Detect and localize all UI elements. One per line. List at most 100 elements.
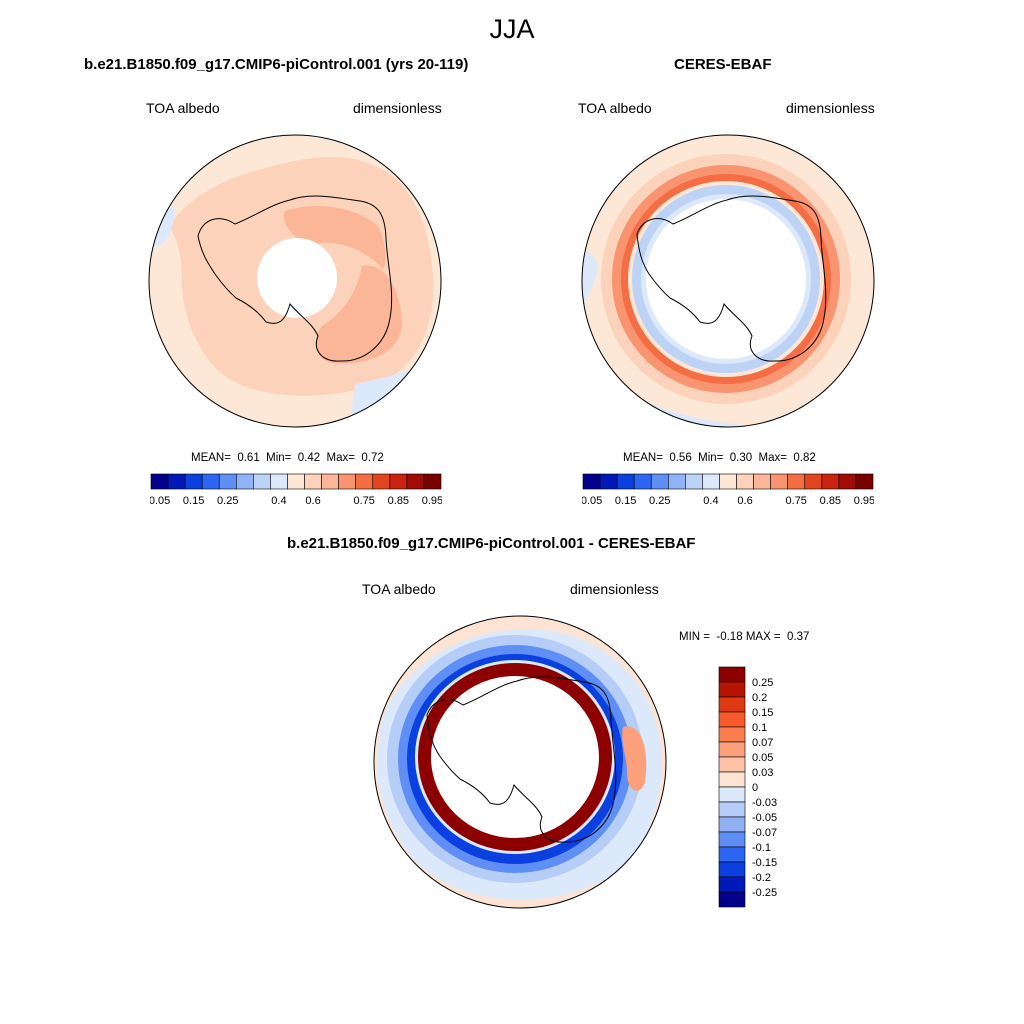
panel-1-antarctica-outline <box>197 195 393 362</box>
colorbar-tick-label: 0.75 <box>786 495 807 507</box>
colorbar-tick-label: 0.05 <box>752 752 773 764</box>
colorbar-tick-label: 0.6 <box>737 495 752 507</box>
colorbar-swatch <box>718 756 746 773</box>
panel-2-low-contour-a <box>582 250 598 311</box>
mean-label: MEAN= <box>623 452 663 464</box>
colorbar-swatch <box>736 473 754 490</box>
colorbar-swatch <box>718 786 746 803</box>
colorbar-swatch <box>753 473 771 490</box>
panel-1-high-contour-b <box>315 265 402 364</box>
colorbar-tick-label: 0.85 <box>820 495 841 507</box>
colorbar-tick-label: 0.03 <box>752 767 773 779</box>
colorbar-swatch <box>821 473 840 490</box>
panel-1-title: b.e21.B1850.f09_g17.CMIP6-piControl.001 … <box>84 56 469 73</box>
min-value: 0.30 <box>729 452 753 464</box>
colorbar-tick-label: 0.2 <box>752 692 767 704</box>
min-value: 0.42 <box>297 452 321 464</box>
panel-3-title: b.e21.B1850.f09_g17.CMIP6-piControl.001 … <box>287 535 696 552</box>
colorbar-swatch <box>582 473 601 490</box>
colorbar-tick-label: 0.25 <box>752 677 773 689</box>
colorbar-swatch <box>718 846 746 863</box>
colorbar-swatch <box>372 473 391 490</box>
max-label: Max= <box>758 452 787 464</box>
colorbar-swatch <box>718 666 746 683</box>
panel-2-map-border <box>581 134 875 428</box>
colorbar-swatch <box>718 891 746 908</box>
colorbar-tick-label: 0.07 <box>752 737 773 749</box>
panel-1-polar-map <box>148 134 442 428</box>
mean-value: 0.61 <box>237 452 260 464</box>
panel-1-statistics: MEAN= 0.61 Min= 0.42 Max= 0.72 <box>191 452 384 464</box>
colorbar-swatch <box>718 726 746 743</box>
colorbar-swatch <box>321 473 339 490</box>
colorbar-swatch <box>718 696 746 713</box>
colorbar-tick-label: 0.95 <box>854 495 874 507</box>
panel-3-antarctica-outline <box>426 676 617 843</box>
colorbar-swatch <box>150 473 169 490</box>
colorbar-tick-label: -0.15 <box>752 857 777 869</box>
colorbar-tick-label: 0.1 <box>752 722 767 734</box>
colorbar-swatch <box>718 771 746 788</box>
max-label: Max= <box>326 452 355 464</box>
panel-2-polar-map <box>581 134 875 428</box>
colorbar-tick-label: -0.2 <box>752 872 771 884</box>
min-value: -0.18 <box>716 631 743 643</box>
colorbar-tick-label: 0 <box>752 782 758 794</box>
colorbar-swatch <box>355 473 374 490</box>
panel-1-variable-label: TOA albedo <box>146 100 220 116</box>
figure-title: JJA <box>489 14 535 44</box>
max-value: 0.37 <box>787 631 810 643</box>
panel-3-colorbar: 0.25 0.2 0.15 0.1 0.07 0.05 0.03 0 -0.03 -0.05 -0.… <box>718 666 777 908</box>
max-value: 0.82 <box>793 452 816 464</box>
colorbar-tick-label: 0.85 <box>388 495 409 507</box>
colorbar-swatch <box>423 473 442 490</box>
min-label: Min= <box>698 452 724 464</box>
colorbar-swatch <box>338 473 357 490</box>
colorbar-tick-label: 0.15 <box>615 495 636 507</box>
colorbar-swatch <box>718 816 746 833</box>
panel-1-high-contour-a <box>283 206 386 269</box>
colorbar-tick-label: 0.4 <box>271 495 286 507</box>
colorbar-tick-label: 0.05 <box>582 495 602 507</box>
panel-3-variable-label: TOA albedo <box>362 581 436 597</box>
panel-2-antarctica-outline <box>636 195 827 362</box>
panel-2-colorbar: 0.05 0.15 0.25 0.4 0.6 0.75 0.85 0.95 <box>582 473 874 507</box>
colorbar-swatch <box>719 473 737 490</box>
colorbar-tick-label: -0.1 <box>752 842 771 854</box>
colorbar-tick-label: -0.25 <box>752 887 777 899</box>
panel-3-map-border <box>373 615 667 909</box>
colorbar-swatch <box>718 801 746 818</box>
colorbar-tick-label: 0.95 <box>422 495 442 507</box>
colorbar-tick-label: 0.25 <box>649 495 670 507</box>
colorbar-swatch <box>599 473 618 490</box>
colorbar-swatch <box>718 876 746 893</box>
colorbar-swatch <box>718 711 746 728</box>
colorbar-tick-label: -0.03 <box>752 797 777 809</box>
colorbar-swatch <box>616 473 635 490</box>
colorbar-swatch <box>804 473 823 490</box>
colorbar-swatch <box>718 831 746 848</box>
colorbar-swatch <box>718 741 746 758</box>
panel-2-title: CERES-EBAF <box>674 56 772 73</box>
colorbar-swatch <box>389 473 408 490</box>
panel-2-missing-data-hole <box>646 199 806 359</box>
panel-2-statistics: MEAN= 0.56 Min= 0.30 Max= 0.82 <box>623 452 816 464</box>
colorbar-swatch <box>718 861 746 878</box>
min-label: MIN = <box>679 631 710 643</box>
colorbar-swatch <box>787 473 806 490</box>
colorbar-swatch <box>667 473 686 490</box>
panel-1-units-label: dimensionless <box>353 100 442 116</box>
colorbar-swatch <box>718 681 746 698</box>
colorbar-tick-label: 0.6 <box>305 495 320 507</box>
panel-3-high-contour-spot <box>622 726 647 791</box>
panel-2-units-label: dimensionless <box>786 100 875 116</box>
colorbar-swatch <box>685 473 703 490</box>
colorbar-tick-label: 0.15 <box>752 707 773 719</box>
panel-3-polar-map <box>373 615 667 909</box>
colorbar-tick-label: 0.05 <box>150 495 170 507</box>
mean-label: MEAN= <box>191 452 231 464</box>
colorbar-swatch <box>253 473 271 490</box>
panel-1-map-border <box>148 134 442 428</box>
max-value: 0.72 <box>361 452 384 464</box>
colorbar-swatch <box>838 473 857 490</box>
